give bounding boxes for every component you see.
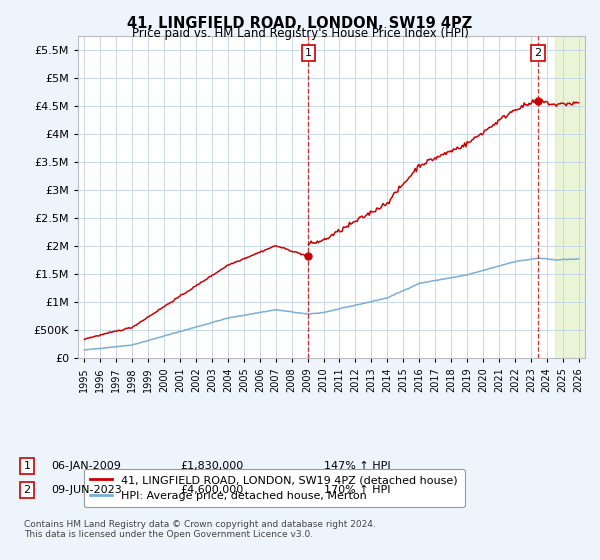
Text: 170% ↑ HPI: 170% ↑ HPI xyxy=(324,485,391,495)
Text: 1: 1 xyxy=(305,48,312,58)
Text: 06-JAN-2009: 06-JAN-2009 xyxy=(51,461,121,471)
Text: Contains HM Land Registry data © Crown copyright and database right 2024.
This d: Contains HM Land Registry data © Crown c… xyxy=(24,520,376,539)
Text: £1,830,000: £1,830,000 xyxy=(180,461,243,471)
Text: 41, LINGFIELD ROAD, LONDON, SW19 4PZ: 41, LINGFIELD ROAD, LONDON, SW19 4PZ xyxy=(127,16,473,31)
Text: £4,600,000: £4,600,000 xyxy=(180,485,243,495)
Text: Price paid vs. HM Land Registry's House Price Index (HPI): Price paid vs. HM Land Registry's House … xyxy=(131,27,469,40)
Legend: 41, LINGFIELD ROAD, LONDON, SW19 4PZ (detached house), HPI: Average price, detac: 41, LINGFIELD ROAD, LONDON, SW19 4PZ (de… xyxy=(83,469,464,507)
Text: 1: 1 xyxy=(23,461,31,471)
Text: 2: 2 xyxy=(535,48,542,58)
Text: 147% ↑ HPI: 147% ↑ HPI xyxy=(324,461,391,471)
Text: 09-JUN-2023: 09-JUN-2023 xyxy=(51,485,122,495)
Bar xyxy=(555,36,587,358)
Text: 2: 2 xyxy=(23,485,31,495)
